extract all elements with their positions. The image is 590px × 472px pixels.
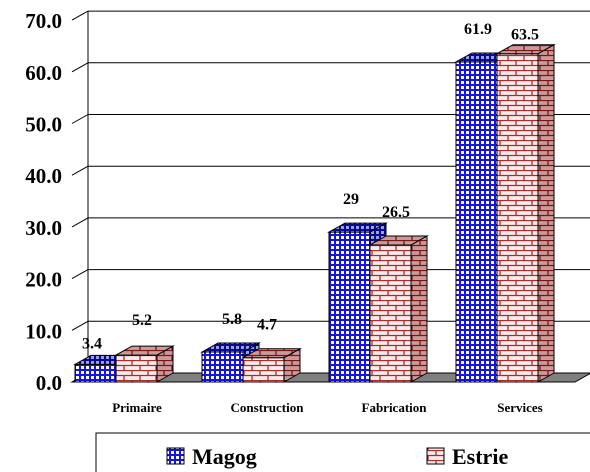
bar-front <box>496 53 539 383</box>
gridline-side <box>71 217 89 228</box>
bar-front <box>115 354 158 383</box>
y-tick-label: 10.0 <box>25 319 62 343</box>
data-label: 5.8 <box>222 311 242 328</box>
bar-top <box>200 342 261 353</box>
gridline-side <box>71 114 89 124</box>
bar-front <box>242 357 285 383</box>
y-axis-ticks: 0.0 10.0 20.0 30.0 40.0 50.0 60.0 70.0 <box>25 9 62 395</box>
data-label: 63.5 <box>511 27 539 44</box>
bar-top <box>327 222 388 233</box>
x-tick-label: Primaire <box>112 400 162 415</box>
x-tick-label: Fabrication <box>362 400 428 415</box>
legend: Magog Estrie <box>95 432 590 472</box>
y-tick-label: 70.0 <box>25 9 62 33</box>
bar-front <box>328 231 371 383</box>
gridline-side <box>71 269 89 280</box>
data-label: 29 <box>343 191 359 208</box>
gridline-side <box>71 165 89 176</box>
y-tick-label: 40.0 <box>25 164 62 188</box>
bar-front <box>201 351 244 383</box>
x-axis-ticks: Primaire Construction Fabrication Services <box>112 400 543 415</box>
bar-top <box>241 348 302 359</box>
data-label: 26.5 <box>382 204 410 221</box>
bar <box>241 347 302 383</box>
bar <box>368 235 429 383</box>
gridline-side <box>71 320 89 331</box>
gridline-side <box>71 10 89 21</box>
bars <box>73 43 556 383</box>
y-tick-label: 0.0 <box>36 371 62 395</box>
legend-label-magog: Magog <box>192 444 257 469</box>
legend-label-estrie: Estrie <box>452 444 508 469</box>
data-label: 3.4 <box>82 335 102 352</box>
data-label: 61.9 <box>464 21 492 38</box>
y-tick-label: 20.0 <box>25 268 62 292</box>
bar-top <box>368 235 429 246</box>
bar-side <box>410 235 428 383</box>
bar-front <box>455 61 498 383</box>
x-tick-label: Construction <box>231 400 305 415</box>
bar-top <box>114 345 175 356</box>
bar-side <box>537 43 555 383</box>
bar-top <box>495 44 556 55</box>
gridline-side <box>71 62 89 73</box>
x-tick-label: Services <box>497 400 542 415</box>
y-tick-label: 50.0 <box>25 113 62 137</box>
data-label: 5.2 <box>132 312 152 329</box>
bar-front <box>369 244 412 383</box>
legend-swatch-magog <box>166 447 185 465</box>
bar-front <box>74 363 117 383</box>
data-labels: 3.4 5.2 5.8 4.7 29 26.5 61.9 63.5 <box>82 21 539 352</box>
legend-swatch-estrie <box>426 447 445 465</box>
bar <box>495 43 556 383</box>
y-tick-label: 30.0 <box>25 216 62 240</box>
bar <box>114 345 175 383</box>
data-label: 4.7 <box>257 317 277 334</box>
y-tick-label: 60.0 <box>25 61 62 85</box>
